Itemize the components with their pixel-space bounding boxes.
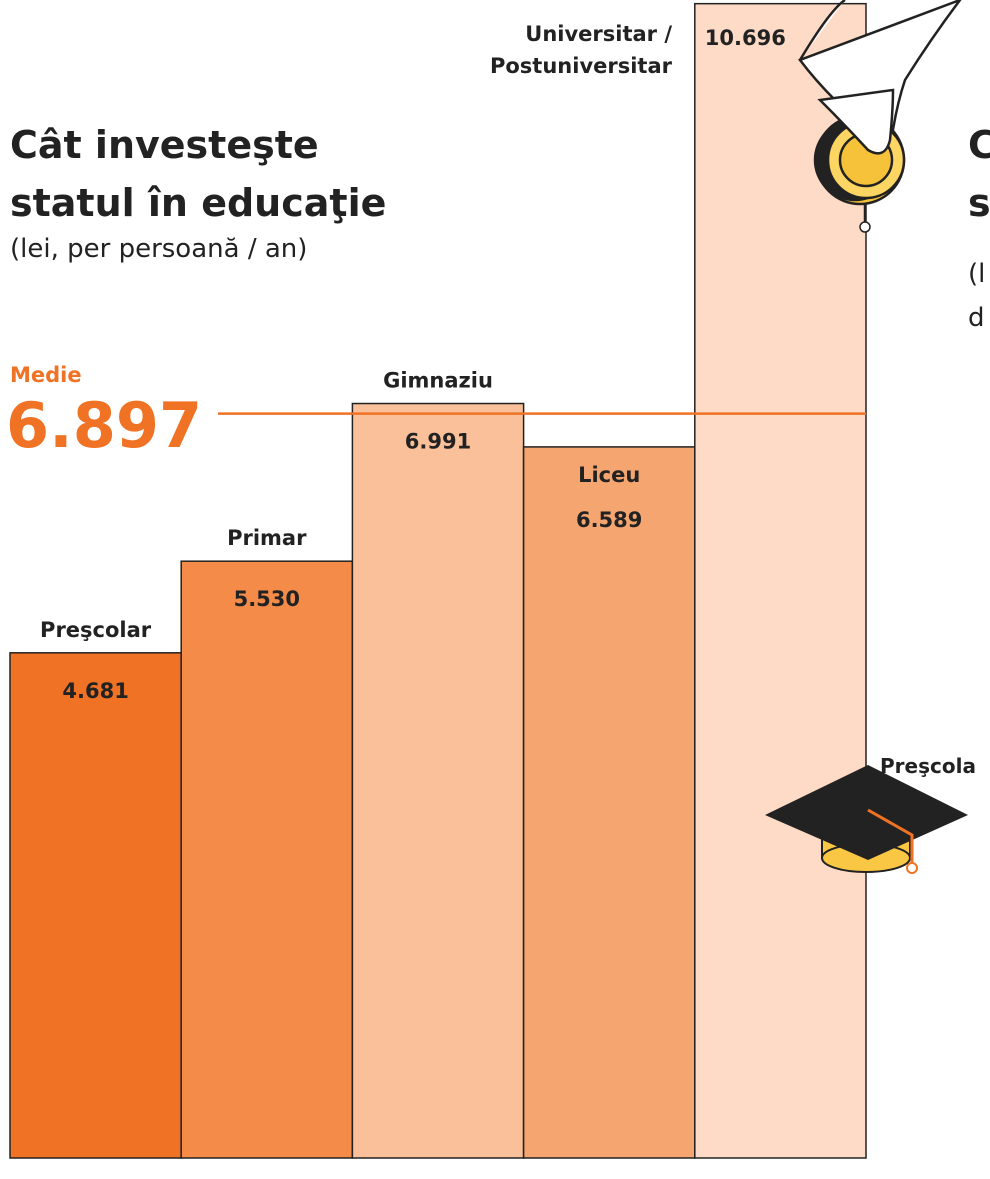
next-label: Preşcola <box>880 754 976 778</box>
category-label: Liceu <box>578 463 640 487</box>
bar <box>181 561 352 1158</box>
bar <box>10 653 181 1158</box>
next-title: C <box>968 123 990 167</box>
value-label: 5.530 <box>234 587 300 611</box>
category-label: Preşcolar <box>40 618 152 642</box>
next-title: s <box>968 181 990 225</box>
next-subtitle: (l <box>968 259 985 289</box>
average-label: Medie <box>10 363 82 387</box>
chart-subtitle: (lei, per persoană / an) <box>10 234 307 264</box>
value-label: 6.589 <box>576 508 642 532</box>
next-subtitle: d <box>968 303 985 333</box>
category-label: Universitar / Postuniversitar <box>472 18 672 82</box>
category-label: Primar <box>227 526 307 550</box>
chart: Cât investeşte statul în educaţie (lei, … <box>0 0 990 1179</box>
value-label: 6.991 <box>405 430 471 454</box>
value-label: 10.696 <box>705 26 786 50</box>
value-label: 4.681 <box>62 679 128 703</box>
chart-title: statul în educaţie <box>10 181 386 225</box>
infographic: Cât investeşte statul în educaţie (lei, … <box>0 0 990 1179</box>
category-label: Gimnaziu <box>383 369 493 393</box>
bar <box>524 447 695 1158</box>
average-value: 6.897 <box>6 389 202 462</box>
chart-title: Cât investeşte <box>10 123 319 167</box>
bar <box>352 404 523 1158</box>
